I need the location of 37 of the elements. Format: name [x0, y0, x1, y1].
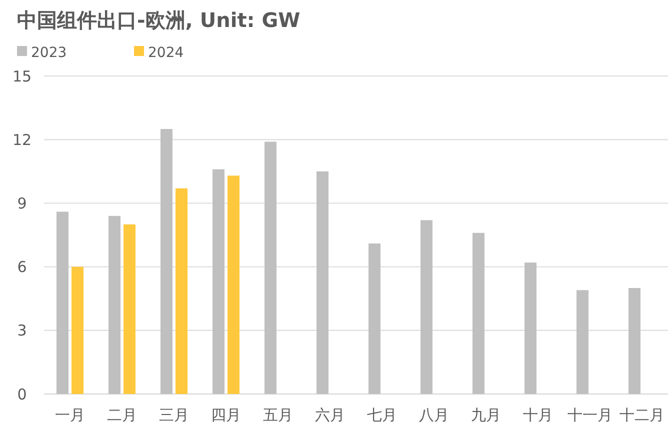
legend-label: 2023 — [31, 44, 67, 61]
x-tick-label: 十二月 — [620, 406, 664, 424]
x-tick-label: 十月 — [523, 406, 553, 424]
bar — [316, 171, 328, 394]
bar — [124, 224, 136, 394]
x-tick-label: 一月 — [55, 406, 85, 424]
y-tick-label: 3 — [17, 322, 27, 340]
chart-title: 中国组件出口-欧洲, Unit: GW — [17, 8, 300, 32]
x-tick-label: 九月 — [471, 406, 501, 424]
bar — [176, 188, 188, 394]
bar — [576, 290, 588, 394]
x-tick-label: 七月 — [367, 406, 397, 424]
bar — [628, 288, 640, 394]
y-tick-label: 12 — [12, 130, 32, 149]
x-tick-label: 二月 — [107, 406, 137, 424]
x-tick-label: 六月 — [315, 406, 345, 424]
x-tick-label: 八月 — [419, 406, 449, 424]
bar — [228, 176, 240, 394]
bar — [56, 212, 68, 394]
y-tick-label: 15 — [12, 67, 32, 86]
bar — [524, 262, 536, 394]
x-tick-label: 五月 — [263, 406, 293, 424]
y-tick-label: 6 — [17, 258, 27, 276]
x-tick-label: 三月 — [159, 406, 189, 424]
bar — [108, 216, 120, 394]
bar — [472, 232, 484, 394]
bar — [264, 142, 276, 394]
bar — [212, 169, 224, 394]
bar — [420, 220, 432, 394]
x-tick-label: 四月 — [211, 406, 241, 424]
bar — [368, 243, 380, 394]
y-tick-label: 0 — [17, 385, 27, 404]
legend-label: 2024 — [148, 44, 184, 61]
y-tick-label: 9 — [17, 194, 27, 212]
bar — [160, 129, 172, 394]
bar — [72, 266, 84, 394]
x-tick-label: 十一月 — [568, 406, 612, 424]
